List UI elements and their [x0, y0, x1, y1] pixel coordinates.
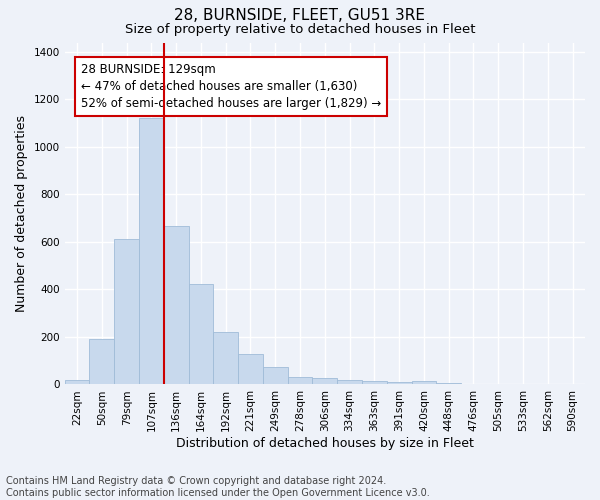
Text: Contains HM Land Registry data © Crown copyright and database right 2024.
Contai: Contains HM Land Registry data © Crown c…: [6, 476, 430, 498]
Bar: [387, 382, 412, 384]
Bar: [114, 239, 139, 384]
Text: 28 BURNSIDE: 129sqm
← 47% of detached houses are smaller (1,630)
52% of semi-det: 28 BURNSIDE: 129sqm ← 47% of detached ho…: [81, 62, 381, 110]
Bar: [362, 381, 387, 384]
Bar: [412, 381, 436, 384]
Bar: [214, 332, 238, 384]
Y-axis label: Number of detached properties: Number of detached properties: [15, 115, 28, 312]
Text: 28, BURNSIDE, FLEET, GU51 3RE: 28, BURNSIDE, FLEET, GU51 3RE: [175, 8, 425, 22]
Bar: [164, 226, 188, 384]
Bar: [188, 284, 214, 384]
Bar: [238, 354, 263, 384]
Text: Size of property relative to detached houses in Fleet: Size of property relative to detached ho…: [125, 22, 475, 36]
Bar: [139, 118, 164, 384]
Bar: [313, 378, 337, 384]
Bar: [436, 382, 461, 384]
Bar: [65, 380, 89, 384]
X-axis label: Distribution of detached houses by size in Fleet: Distribution of detached houses by size …: [176, 437, 474, 450]
Bar: [263, 367, 287, 384]
Bar: [89, 338, 114, 384]
Bar: [287, 378, 313, 384]
Bar: [337, 380, 362, 384]
